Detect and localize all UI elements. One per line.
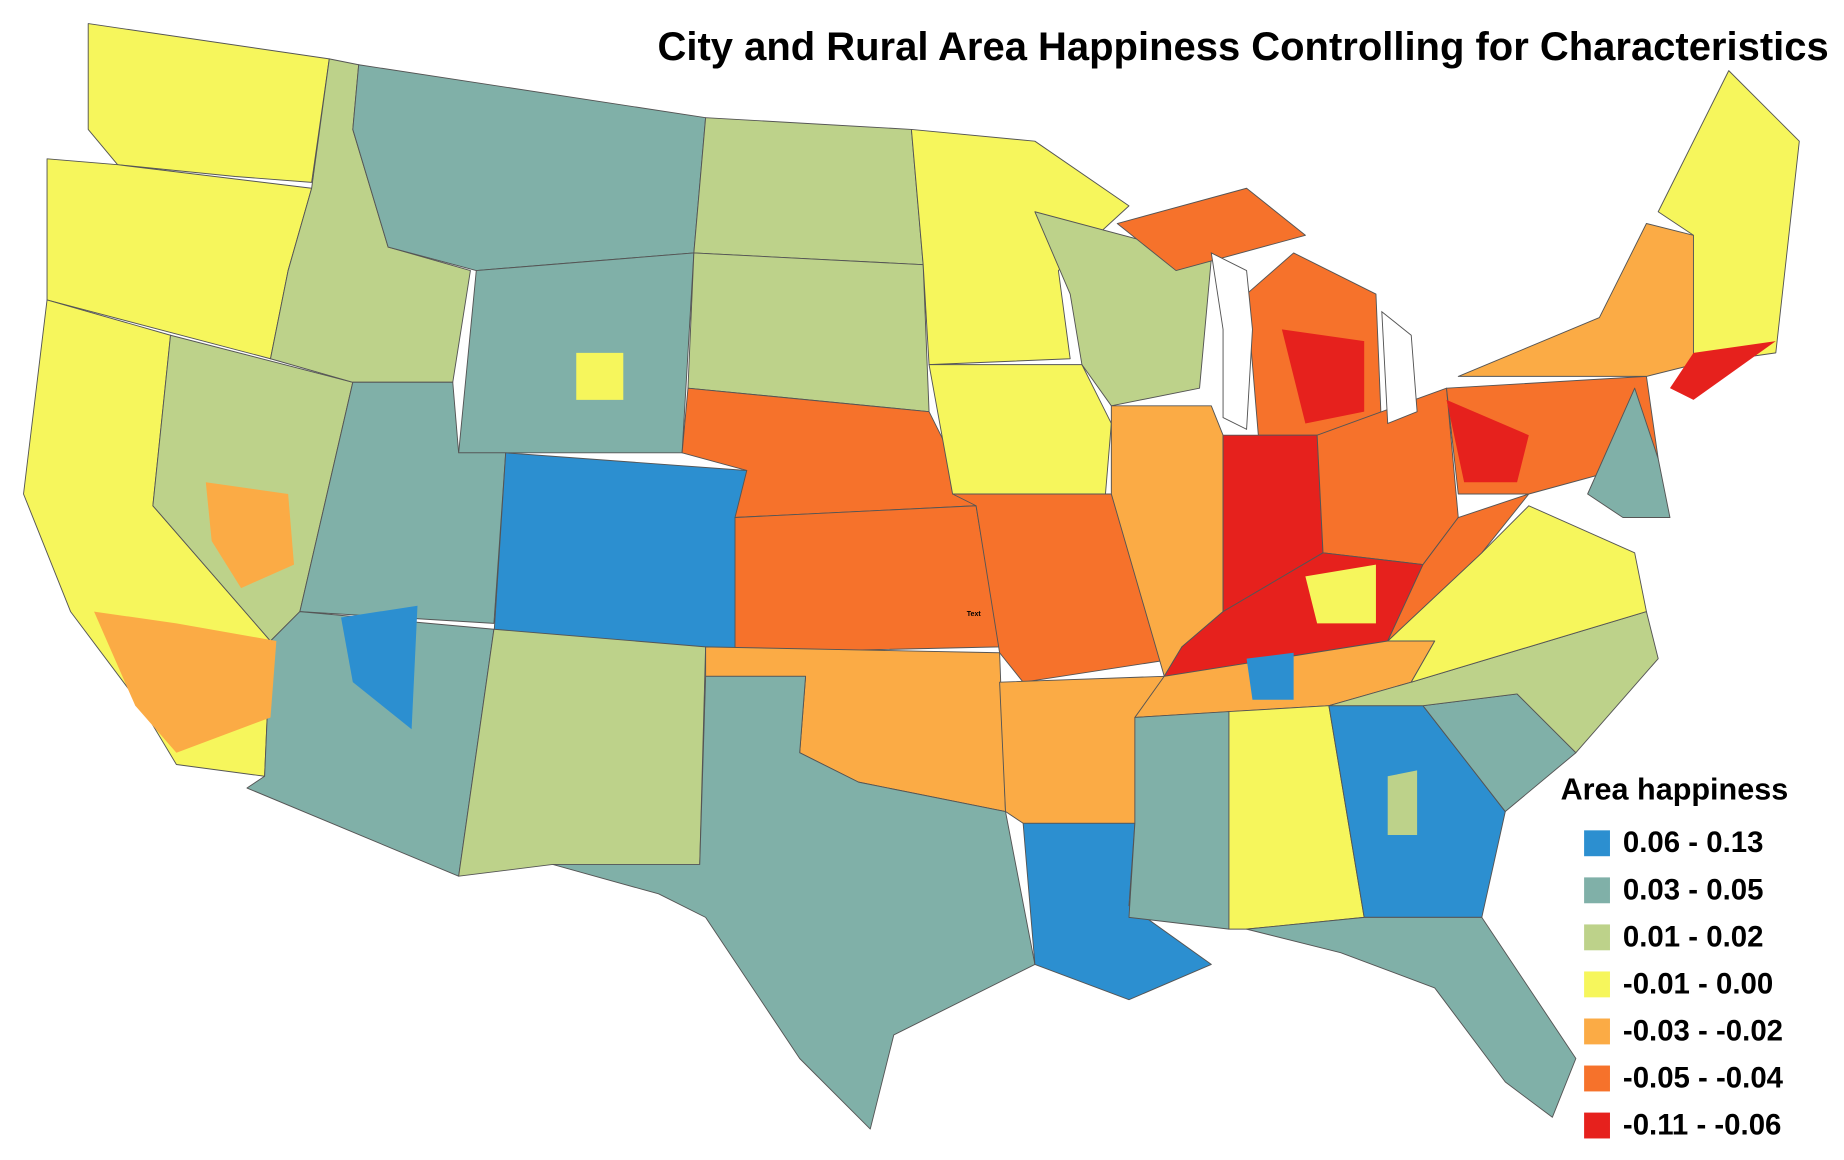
- legend-label: -0.01 - 0.00: [1623, 967, 1773, 1000]
- region: [458, 628, 707, 877]
- legend-label: -0.05 - -0.04: [1623, 1061, 1784, 1094]
- region: [1387, 770, 1418, 836]
- region: [205, 482, 295, 589]
- region: [1246, 652, 1294, 700]
- region: [1305, 564, 1376, 624]
- lake: [1381, 310, 1418, 425]
- legend-swatch: [1584, 877, 1610, 904]
- region: [1669, 341, 1776, 400]
- legend: Area happiness 0.06 - 0.13 0.03 - 0.05 0.0…: [1561, 773, 1789, 1142]
- legend-label: 0.06 - 0.13: [1623, 826, 1764, 859]
- region: [1446, 399, 1529, 483]
- region: [552, 675, 1036, 1130]
- legend-swatch: [1584, 1065, 1610, 1092]
- region: [576, 352, 624, 400]
- region: [1246, 916, 1577, 1118]
- legend-label: -0.03 - -0.02: [1623, 1014, 1783, 1047]
- region: [1116, 187, 1306, 272]
- legend-label: -0.11 - -0.06: [1623, 1108, 1781, 1141]
- region: [1657, 70, 1800, 366]
- legend-swatch: [1584, 830, 1610, 857]
- region: [1387, 505, 1647, 683]
- legend-swatch: [1584, 1018, 1610, 1045]
- annotation: Text: [967, 611, 982, 618]
- region: [1457, 223, 1694, 377]
- map-regions: [23, 23, 1800, 1130]
- region: [1328, 611, 1659, 754]
- legend-label: 0.01 - 0.02: [1623, 920, 1764, 953]
- region: [493, 452, 748, 654]
- legend-swatch: [1584, 924, 1610, 951]
- region: [87, 23, 330, 183]
- region: [1387, 493, 1530, 642]
- lake: [1210, 252, 1253, 431]
- legend-swatch: [1584, 971, 1610, 998]
- region: [94, 611, 277, 753]
- legend-swatch: [1584, 1112, 1610, 1139]
- region: [734, 505, 1001, 654]
- region: [928, 364, 1112, 495]
- region: [1281, 329, 1365, 424]
- region: [910, 128, 1130, 366]
- region: [1128, 711, 1230, 930]
- region: [341, 605, 418, 730]
- region: [1587, 387, 1671, 518]
- map-title: City and Rural Area Happiness Controllin…: [658, 25, 1829, 69]
- region: [693, 117, 924, 266]
- region: [352, 64, 707, 272]
- legend-title: Area happiness: [1561, 773, 1789, 807]
- legend-label: 0.03 - 0.05: [1623, 873, 1764, 906]
- region: [687, 252, 930, 413]
